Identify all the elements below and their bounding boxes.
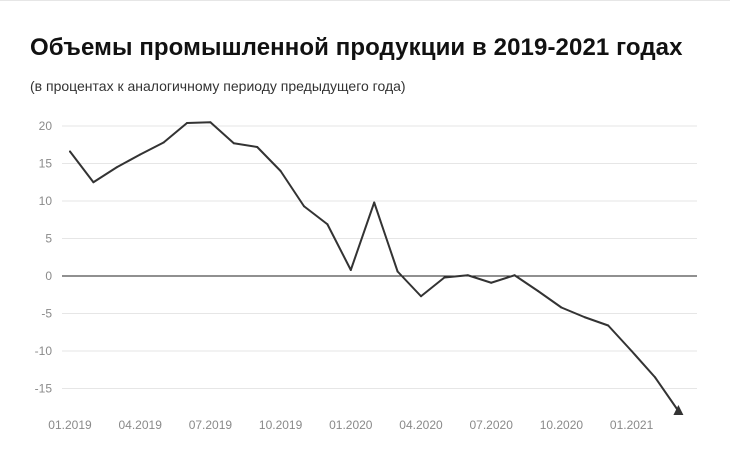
data-point xyxy=(583,316,586,319)
line-end-arrow xyxy=(673,405,684,415)
data-point xyxy=(443,276,446,279)
data-point xyxy=(162,141,165,144)
x-tick-label: 01.2021 xyxy=(610,418,654,432)
data-point xyxy=(654,376,656,379)
data-point xyxy=(303,205,305,208)
y-axis-ticks: 20 15 10 5 0 -5 -10 -15 xyxy=(35,119,53,396)
data-point xyxy=(256,146,259,148)
x-tick-label: 04.2020 xyxy=(399,418,443,432)
y-tick-label: -5 xyxy=(41,307,52,321)
y-tick-label: 0 xyxy=(45,269,52,283)
y-tick-label: -15 xyxy=(35,382,53,396)
data-point xyxy=(490,281,493,284)
data-point xyxy=(537,290,539,292)
x-tick-label: 07.2019 xyxy=(189,418,233,432)
y-tick-label: 5 xyxy=(45,232,52,246)
y-tick-label: 15 xyxy=(39,157,53,171)
data-point xyxy=(396,270,399,273)
data-point xyxy=(466,274,469,277)
data-point xyxy=(373,201,376,204)
y-tick-label: 20 xyxy=(39,119,53,133)
data-point xyxy=(186,122,188,124)
series-layer xyxy=(69,121,684,415)
data-point xyxy=(232,142,235,145)
data-point xyxy=(560,306,563,309)
data-point xyxy=(139,153,142,156)
data-point xyxy=(69,150,71,153)
chart-title: Объемы промышленной продукции в 2019-202… xyxy=(30,34,683,61)
data-point xyxy=(115,166,118,169)
chart-subtitle: (в процентах к аналогичному периоду пред… xyxy=(30,78,406,94)
data-point xyxy=(92,181,95,184)
grid-layer xyxy=(62,125,697,389)
data-point xyxy=(420,295,422,298)
x-tick-label: 01.2019 xyxy=(48,418,92,432)
data-point xyxy=(326,223,329,226)
top-divider xyxy=(0,0,730,1)
x-tick-label: 10.2020 xyxy=(540,418,584,432)
x-tick-label: 04.2019 xyxy=(119,418,163,432)
data-point xyxy=(607,324,610,327)
x-tick-label: 07.2020 xyxy=(470,418,514,432)
data-point xyxy=(349,269,352,271)
y-tick-label: -10 xyxy=(35,344,53,358)
x-axis-ticks: 01.2019 04.2019 07.2019 10.2019 01.2020 04.20… xyxy=(48,418,653,432)
series-line xyxy=(69,121,680,412)
data-point xyxy=(630,350,633,352)
data-point xyxy=(279,170,282,172)
x-tick-label: 10.2019 xyxy=(259,418,303,432)
y-tick-label: 10 xyxy=(39,194,53,208)
data-point xyxy=(209,121,212,124)
x-tick-label: 01.2020 xyxy=(329,418,373,432)
data-point xyxy=(513,274,516,277)
